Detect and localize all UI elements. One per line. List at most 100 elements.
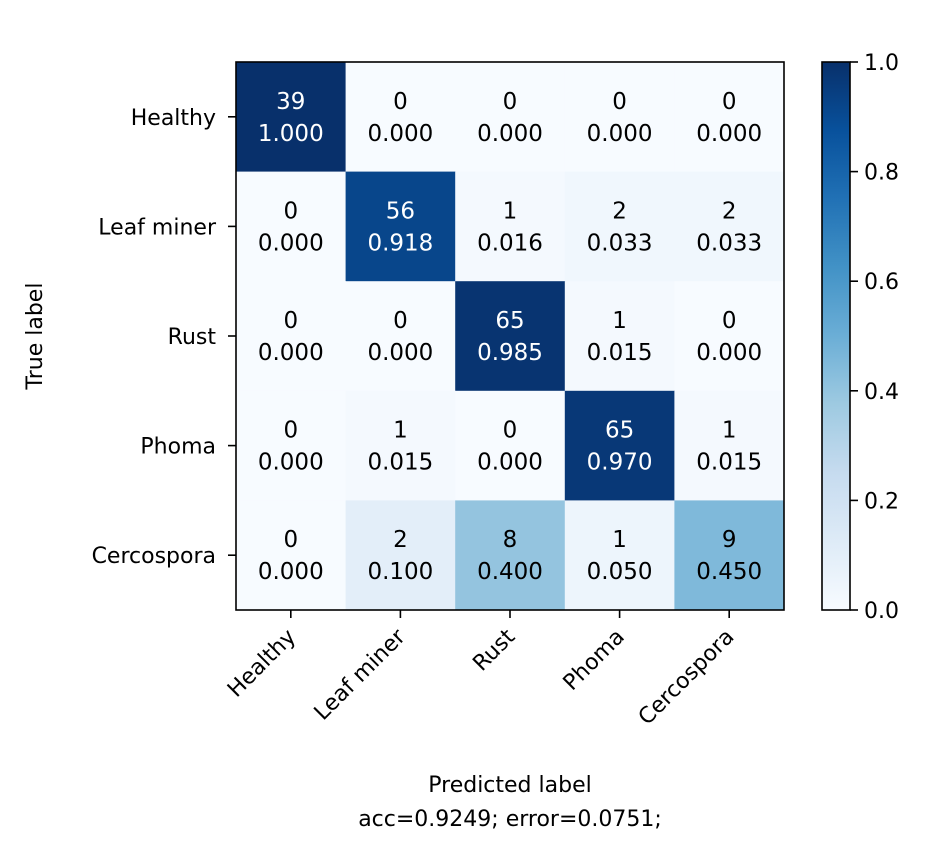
x-tick-label: Leaf miner <box>310 624 412 726</box>
cell-count-label: 0 <box>283 308 298 334</box>
cell-normalized-label: 0.000 <box>258 230 324 256</box>
matrix-cell <box>674 281 785 392</box>
y-tick-label: Cercospora <box>92 544 216 569</box>
matrix-cell <box>236 390 347 501</box>
cell-count-label: 2 <box>393 527 408 553</box>
y-tick-label: Phoma <box>140 435 216 460</box>
cell-count-label: 1 <box>503 198 518 224</box>
x-tick-label: Cercospora <box>634 625 740 731</box>
cell-normalized-label: 0.000 <box>258 340 324 366</box>
cell-normalized-label: 0.970 <box>587 450 653 476</box>
cell-normalized-label: 0.000 <box>696 121 762 147</box>
cell-normalized-label: 0.985 <box>477 340 543 366</box>
cell-count-label: 8 <box>503 527 518 553</box>
cell-normalized-label: 0.918 <box>367 230 433 256</box>
cell-normalized-label: 0.033 <box>696 230 762 256</box>
matrix-cell <box>674 62 785 173</box>
x-tick-label: Rust <box>468 624 520 676</box>
cell-count-label: 2 <box>722 198 737 224</box>
matrix-cell <box>674 171 785 282</box>
cell-normalized-label: 0.000 <box>696 340 762 366</box>
cell-count-label: 0 <box>722 308 737 334</box>
matrix-cell <box>345 390 456 501</box>
cell-count-label: 65 <box>495 308 524 334</box>
cell-normalized-label: 1.000 <box>258 121 324 147</box>
colorbar-ticks: 0.0 0.2 0.4 0.6 0.8 1.0 <box>850 51 899 624</box>
matrix-cell <box>236 171 347 282</box>
matrix-cell <box>564 171 675 282</box>
cell-normalized-label: 0.000 <box>258 559 324 585</box>
cell-count-label: 65 <box>605 418 634 444</box>
y-axis-label: True label <box>23 283 48 391</box>
y-tick-label: Rust <box>168 325 217 350</box>
matrix-cell <box>345 62 456 173</box>
cell-normalized-label: 0.015 <box>696 450 762 476</box>
matrix-cell-labels: 39 1.000 0 0.000 0 0.000 0 0.000 0 0.000 0 0.000 56 0… <box>258 89 762 585</box>
matrix-cell <box>455 281 566 392</box>
cell-count-label: 2 <box>612 198 627 224</box>
cell-normalized-label: 0.033 <box>587 230 653 256</box>
matrix-cell <box>345 281 456 392</box>
x-tick-label: Healthy <box>223 625 301 703</box>
y-tick-label: Healthy <box>131 106 216 131</box>
cell-count-label: 0 <box>393 308 408 334</box>
matrix-cells <box>236 62 785 611</box>
colorbar-tick-label: 1.0 <box>864 51 899 76</box>
cell-normalized-label: 0.000 <box>587 121 653 147</box>
matrix-cell <box>564 500 675 611</box>
colorbar-tick-label: 0.6 <box>864 270 899 295</box>
cell-count-label: 0 <box>283 527 298 553</box>
colorbar-tick-label: 0.2 <box>864 489 899 514</box>
matrix-cell <box>674 390 785 501</box>
matrix-cell <box>345 171 456 282</box>
colorbar-tick-label: 0.0 <box>864 599 899 624</box>
cell-normalized-label: 0.000 <box>367 340 433 366</box>
cell-normalized-label: 0.000 <box>367 121 433 147</box>
cell-normalized-label: 0.000 <box>477 450 543 476</box>
x-tick-label: Phoma <box>559 625 630 696</box>
cell-normalized-label: 0.015 <box>367 450 433 476</box>
cell-count-label: 0 <box>612 89 627 115</box>
colorbar <box>821 61 851 611</box>
cell-count-label: 1 <box>612 308 627 334</box>
cell-normalized-label: 0.100 <box>367 559 433 585</box>
cell-normalized-label: 0.450 <box>696 559 762 585</box>
matrix-cell <box>455 171 566 282</box>
cell-normalized-label: 0.000 <box>258 450 324 476</box>
colorbar-tick-label: 0.8 <box>864 161 899 186</box>
matrix-cell <box>236 62 347 173</box>
cell-count-label: 1 <box>393 418 408 444</box>
matrix-cell <box>236 281 347 392</box>
x-axis-label: Predicted label <box>428 773 591 798</box>
y-tick-label: Leaf miner <box>98 215 217 240</box>
cell-count-label: 0 <box>393 89 408 115</box>
y-axis-ticks: Healthy Leaf miner Rust Phoma Cercospora <box>92 106 236 569</box>
cell-count-label: 0 <box>503 89 518 115</box>
cell-count-label: 1 <box>722 418 737 444</box>
matrix-cell <box>674 500 785 611</box>
cell-count-label: 0 <box>722 89 737 115</box>
cell-count-label: 56 <box>386 198 415 224</box>
matrix-cell <box>564 281 675 392</box>
accuracy-caption: acc=0.9249; error=0.0751; <box>358 807 662 832</box>
cell-normalized-label: 0.000 <box>477 121 543 147</box>
matrix-cell <box>236 500 347 611</box>
cell-count-label: 9 <box>722 527 737 553</box>
cell-normalized-label: 0.016 <box>477 230 543 256</box>
cell-count-label: 39 <box>276 89 305 115</box>
colorbar-tick-label: 0.4 <box>864 380 899 405</box>
cell-normalized-label: 0.050 <box>587 559 653 585</box>
matrix-cell <box>455 62 566 173</box>
cell-normalized-label: 0.015 <box>587 340 653 366</box>
matrix-cell <box>455 390 566 501</box>
matrix-cell <box>564 390 675 501</box>
cell-count-label: 0 <box>283 198 298 224</box>
matrix-cell <box>455 500 566 611</box>
matrix-cell <box>345 500 456 611</box>
cell-count-label: 0 <box>503 418 518 444</box>
cell-count-label: 0 <box>283 418 298 444</box>
cell-normalized-label: 0.400 <box>477 559 543 585</box>
x-axis-ticks: Healthy Leaf miner Rust Phoma Cercospora <box>223 610 739 730</box>
